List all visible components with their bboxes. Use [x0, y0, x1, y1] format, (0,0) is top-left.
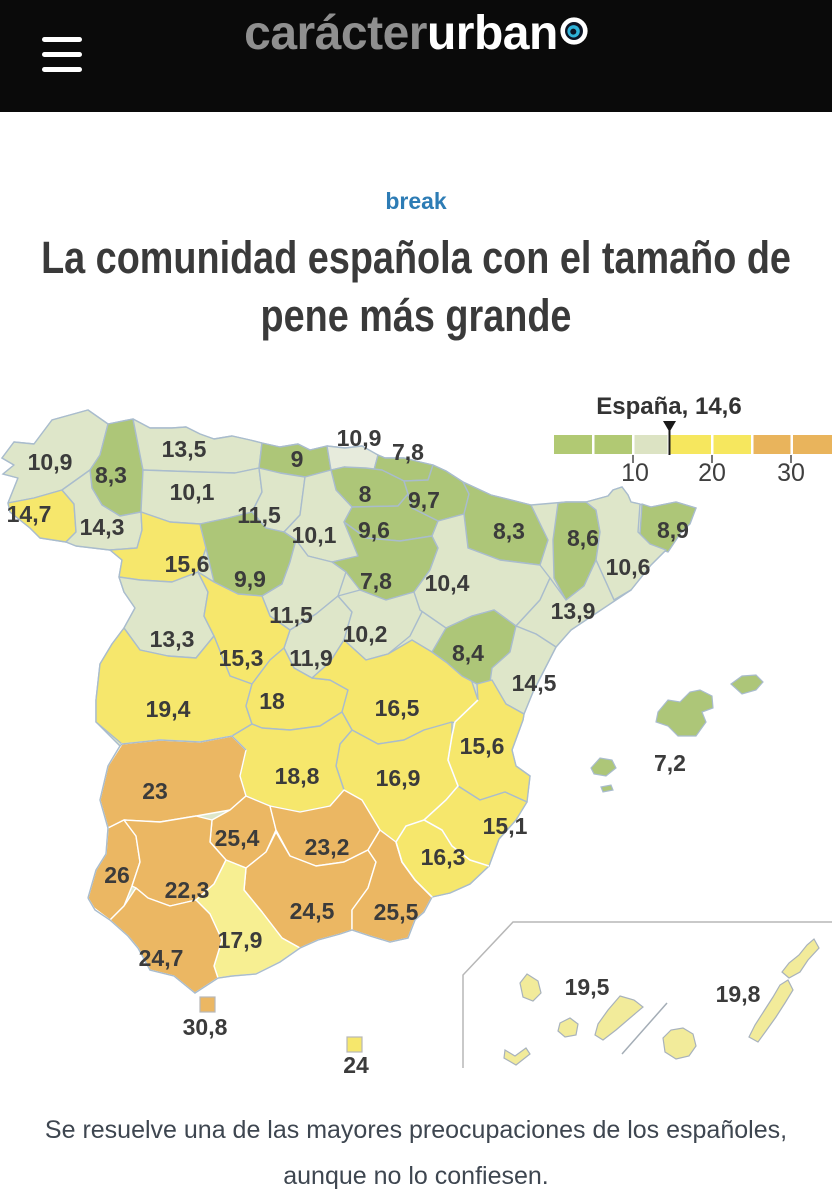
- svg-text:8,4: 8,4: [452, 640, 484, 666]
- svg-text:8,9: 8,9: [657, 517, 689, 543]
- svg-text:14,3: 14,3: [80, 514, 125, 540]
- svg-text:8: 8: [359, 481, 372, 507]
- svg-text:30,8: 30,8: [183, 1014, 228, 1040]
- svg-text:15,6: 15,6: [460, 733, 505, 759]
- svg-text:8,6: 8,6: [567, 525, 599, 551]
- svg-text:18,8: 18,8: [275, 763, 320, 789]
- svg-text:10,6: 10,6: [606, 554, 651, 580]
- svg-text:9,6: 9,6: [358, 517, 390, 543]
- svg-text:7,2: 7,2: [654, 750, 686, 776]
- svg-text:9,9: 9,9: [234, 566, 266, 592]
- svg-text:10,1: 10,1: [170, 479, 215, 505]
- svg-text:19,8: 19,8: [716, 981, 761, 1007]
- svg-text:16,3: 16,3: [421, 844, 466, 870]
- svg-text:11,9: 11,9: [289, 645, 333, 671]
- svg-text:14,7: 14,7: [7, 501, 52, 527]
- svg-text:14,5: 14,5: [512, 670, 557, 696]
- svg-text:11,5: 11,5: [237, 502, 281, 528]
- svg-text:17,9: 17,9: [218, 927, 263, 953]
- svg-text:15,1: 15,1: [483, 813, 528, 839]
- svg-text:España, 14,6: España, 14,6: [596, 393, 741, 420]
- svg-text:10: 10: [621, 459, 649, 487]
- svg-text:7,8: 7,8: [360, 568, 392, 594]
- svg-text:19,5: 19,5: [565, 974, 610, 1000]
- svg-text:10,9: 10,9: [28, 449, 73, 475]
- svg-text:16,9: 16,9: [376, 765, 421, 791]
- svg-text:23,2: 23,2: [305, 834, 350, 860]
- svg-text:8,3: 8,3: [493, 518, 525, 544]
- svg-text:9,7: 9,7: [408, 487, 440, 513]
- svg-text:10,9: 10,9: [337, 425, 382, 451]
- svg-text:25,5: 25,5: [374, 899, 419, 925]
- svg-text:10,4: 10,4: [425, 570, 470, 596]
- svg-text:8,3: 8,3: [95, 462, 127, 488]
- svg-text:15,3: 15,3: [219, 645, 264, 671]
- svg-text:26: 26: [104, 862, 130, 888]
- svg-text:18: 18: [259, 688, 285, 714]
- svg-text:16,5: 16,5: [375, 695, 420, 721]
- svg-text:24,7: 24,7: [139, 945, 184, 971]
- svg-text:15,6: 15,6: [165, 551, 210, 577]
- svg-text:10,1: 10,1: [292, 522, 337, 548]
- svg-text:13,9: 13,9: [551, 598, 596, 624]
- svg-text:22,3: 22,3: [165, 877, 210, 903]
- svg-text:23: 23: [142, 778, 168, 804]
- svg-text:13,5: 13,5: [162, 436, 207, 462]
- svg-text:24,5: 24,5: [290, 898, 335, 924]
- svg-text:13,3: 13,3: [150, 626, 195, 652]
- svg-text:24: 24: [343, 1052, 369, 1078]
- svg-text:7,8: 7,8: [392, 439, 424, 465]
- svg-text:20: 20: [698, 459, 726, 487]
- svg-text:19,4: 19,4: [146, 696, 191, 722]
- svg-text:25,4: 25,4: [215, 825, 260, 851]
- svg-text:9: 9: [291, 446, 304, 472]
- svg-text:11,5: 11,5: [269, 602, 313, 628]
- svg-text:30: 30: [777, 459, 805, 487]
- svg-text:10,2: 10,2: [343, 621, 388, 647]
